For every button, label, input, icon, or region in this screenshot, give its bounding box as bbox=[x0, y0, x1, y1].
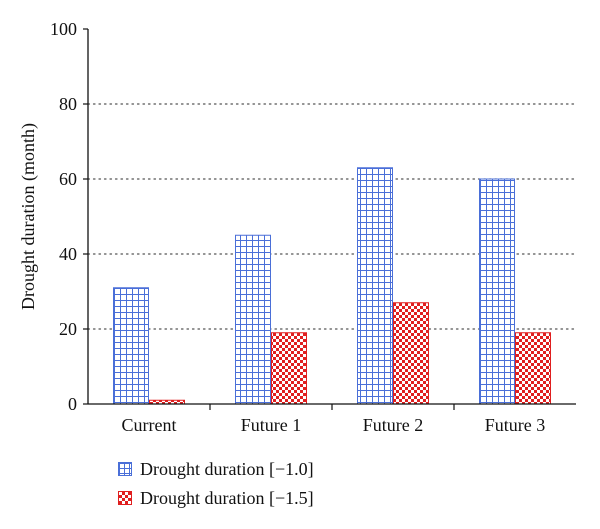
y-tick-label-60: 60 bbox=[59, 169, 77, 189]
bar-series1-future-2 bbox=[357, 167, 393, 405]
bar-series1-current bbox=[113, 287, 149, 405]
x-tick-label-future-1: Future 1 bbox=[241, 415, 302, 435]
bar-series1-future-3 bbox=[479, 178, 515, 405]
y-axis-title: Drought duration (month) bbox=[18, 123, 39, 310]
bar-series1-future-1 bbox=[235, 234, 271, 405]
bar-series2-future-3 bbox=[515, 332, 551, 405]
x-tick-label-future-3: Future 3 bbox=[485, 415, 546, 435]
y-tick-label-20: 20 bbox=[59, 319, 77, 339]
y-tick-label-80: 80 bbox=[59, 94, 77, 114]
bar-series2-future-2 bbox=[393, 302, 429, 405]
x-tick-label-current: Current bbox=[122, 415, 177, 435]
x-tick-label-future-2: Future 2 bbox=[363, 415, 424, 435]
bar-series2-future-1 bbox=[271, 332, 307, 405]
legend-swatch-grid bbox=[118, 462, 132, 476]
legend-label-grid: Drought duration [−1.0] bbox=[140, 459, 314, 479]
y-tick-label-0: 0 bbox=[68, 394, 77, 414]
legend-item-checker: Drought duration [−1.5] bbox=[118, 484, 538, 512]
y-tick-label-100: 100 bbox=[50, 19, 77, 39]
legend-swatch-checker bbox=[118, 491, 132, 505]
legend-label-checker: Drought duration [−1.5] bbox=[140, 488, 314, 508]
y-tick-label-40: 40 bbox=[59, 244, 77, 264]
legend-item-grid: Drought duration [−1.0] bbox=[118, 455, 538, 483]
chart-legend: Drought duration [−1.0] Drought duration… bbox=[118, 455, 538, 525]
